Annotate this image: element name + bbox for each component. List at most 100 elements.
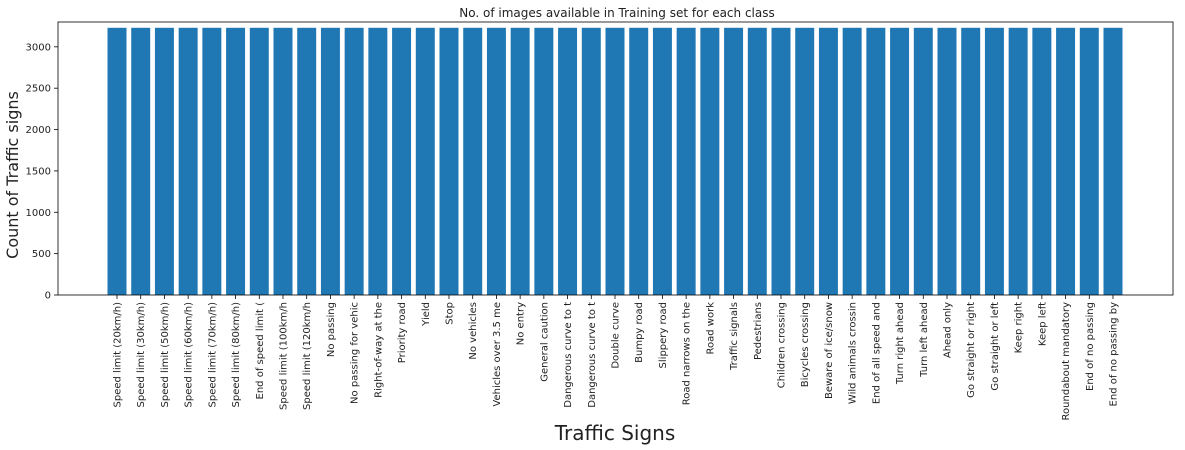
x-tick-label: End of no passing (1085, 302, 1096, 391)
x-tick-label: Double curve (611, 302, 622, 369)
x-tick-label: Roundabout mandatory (1061, 302, 1072, 421)
x-tick-label: Ahead only (943, 302, 954, 358)
y-tick-label: 500 (32, 249, 51, 260)
bar (652, 27, 672, 295)
plot-frame (57, 21, 1174, 296)
x-tick-label: Priority road (397, 302, 408, 363)
bar (1103, 27, 1123, 295)
x-tick-label: Speed limit (120km/h (302, 302, 313, 410)
bar (107, 27, 127, 295)
bar (747, 27, 767, 295)
bar (415, 27, 435, 295)
bar (724, 27, 744, 295)
x-tick-label: No passing (326, 302, 337, 357)
bar (629, 27, 649, 295)
bar (368, 27, 388, 295)
x-tick-label: Yield (421, 302, 432, 327)
bar (1079, 27, 1099, 295)
x-tick-label: Dangerous curve to t (563, 302, 574, 408)
bar (700, 27, 720, 295)
x-tick-label: Pedestrians (753, 302, 764, 360)
x-tick-label: End of speed limit ( (255, 302, 266, 400)
y-axis-ticks: 0 500 1000 1500 2000 2500 3000 (26, 42, 58, 302)
x-axis-ticks: Speed limit (20km/h) Speed limit (30km/h)… (113, 295, 1120, 420)
bar (1008, 27, 1028, 295)
bar (463, 27, 483, 295)
bar (818, 27, 838, 295)
bar (842, 27, 862, 295)
x-tick-label: Bicycles crossing (800, 302, 811, 387)
bar (202, 27, 222, 295)
bar (605, 27, 625, 295)
x-tick-label: Go straight or left (990, 302, 1001, 391)
x-tick-label: Speed limit (70km/h) (207, 302, 218, 408)
x-tick-label: Turn right ahead (895, 302, 906, 385)
x-tick-label: Stop (445, 302, 456, 325)
x-tick-label: Dangerous curve to t (587, 302, 598, 408)
x-tick-label: Beware of ice/snow (824, 302, 835, 399)
x-tick-label: Road work (705, 302, 716, 355)
x-tick-label: Go straight or right (966, 302, 977, 398)
x-tick-label: Bumpy road (634, 302, 645, 363)
x-tick-label: Speed limit (30km/h) (136, 302, 147, 408)
x-tick-label: End of no passing by (1109, 302, 1120, 407)
bar (178, 27, 198, 295)
bar (486, 27, 506, 295)
bar (1032, 27, 1052, 295)
y-tick-label: 3000 (26, 42, 51, 53)
bar (510, 27, 530, 295)
x-tick-label: Speed limit (80km/h) (231, 302, 242, 408)
bar (558, 27, 578, 295)
y-tick-label: 2500 (26, 84, 51, 95)
bar (676, 27, 696, 295)
bar (984, 27, 1004, 295)
x-tick-label: Traffic signals (729, 302, 740, 371)
chart-title: No. of images available in Training set … (459, 6, 774, 20)
y-tick-label: 0 (45, 291, 51, 302)
bar (890, 27, 910, 295)
y-tick-label: 1500 (26, 166, 51, 177)
y-axis-label: Count of Traffic signs (3, 91, 22, 259)
x-tick-label: Children crossing (777, 302, 788, 388)
bar (937, 27, 957, 295)
x-tick-label: Speed limit (20km/h) (113, 302, 124, 408)
x-tick-label: End of all speed and (871, 302, 882, 404)
bar (249, 27, 269, 295)
x-axis-label: Traffic Signs (554, 421, 676, 445)
bars-group (107, 27, 1123, 295)
bar (961, 27, 981, 295)
bar (534, 27, 554, 295)
x-tick-label: Speed limit (60km/h) (184, 302, 195, 408)
x-tick-label: Speed limit (50km/h) (160, 302, 171, 408)
bar (344, 27, 364, 295)
x-tick-label: Wild animals crossin (848, 302, 859, 404)
bar (771, 27, 791, 295)
bar (273, 27, 293, 295)
bar (297, 27, 317, 295)
x-tick-label: General caution (539, 302, 550, 382)
x-tick-label: Keep right (1014, 302, 1025, 353)
x-tick-label: Right-of-way at the (373, 302, 384, 398)
x-tick-label: Slippery road (658, 302, 669, 368)
bar (795, 27, 815, 295)
bar (154, 27, 174, 295)
x-tick-label: Keep left (1037, 302, 1048, 346)
y-tick-label: 1000 (26, 208, 51, 219)
bar (320, 27, 340, 295)
bar (866, 27, 886, 295)
bar (581, 27, 601, 295)
bar (392, 27, 412, 295)
x-tick-label: No passing for vehic (350, 302, 361, 404)
bar (913, 27, 933, 295)
x-tick-label: No entry (516, 302, 527, 345)
x-tick-label: Vehicles over 3.5 me (492, 302, 503, 407)
x-tick-label: No vehicles (468, 302, 479, 360)
x-tick-label: Road narrows on the (682, 302, 693, 405)
x-tick-label: Speed limit (100km/h (279, 302, 290, 410)
bar (131, 27, 151, 295)
bar (1056, 27, 1076, 295)
bar (439, 27, 459, 295)
x-tick-label: Turn left ahead (919, 302, 930, 378)
